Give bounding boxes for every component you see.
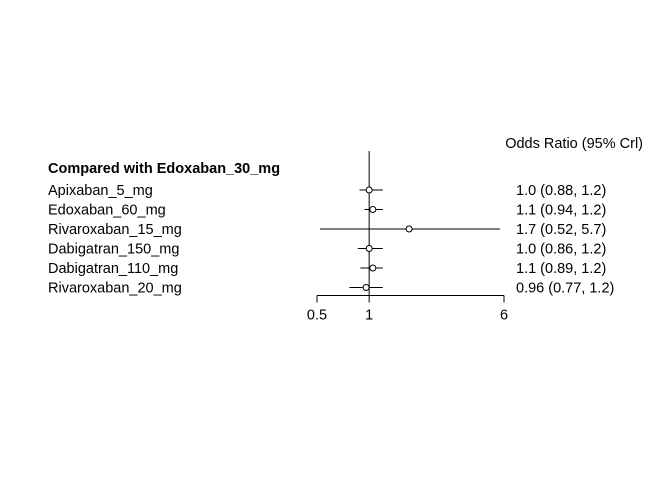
row-estimate-text: 1.7 (0.52, 5.7) (516, 222, 606, 238)
row-estimate-text: 1.0 (0.86, 1.2) (516, 242, 606, 258)
point-estimate (369, 264, 377, 272)
row-label: Dabigatran_110_mg (48, 261, 178, 277)
point-estimate (405, 225, 413, 233)
point-estimate (362, 284, 370, 291)
x-tick-label: 1 (365, 308, 373, 324)
point-estimate (369, 206, 377, 213)
row-label: Apixaban_5_mg (48, 183, 153, 199)
column-header: Odds Ratio (95% Crl) (505, 136, 643, 152)
row-label: Rivaroxaban_15_mg (48, 222, 182, 238)
row-estimate-text: 0.96 (0.77, 1.2) (516, 281, 614, 297)
row-estimate-text: 1.1 (0.89, 1.2) (516, 261, 606, 277)
row-label: Dabigatran_150_mg (48, 242, 179, 258)
point-estimate (365, 245, 373, 252)
x-tick-label: 6 (500, 308, 508, 324)
x-tick-label: 0.5 (307, 308, 327, 324)
x-axis: 0.5 1 6 (307, 295, 508, 324)
row-estimate-text: 1.1 (0.94, 1.2) (516, 203, 606, 219)
row-label: Edoxaban_60_mg (48, 203, 166, 219)
row-label: Rivaroxaban_20_mg (48, 281, 182, 297)
forest-rows: Apixaban_5_mg 1.0 (0.88, 1.2) Edoxaban_60_… (48, 183, 614, 297)
group-title: Compared with Edoxaban_30_mg (48, 161, 280, 177)
row-estimate-text: 1.0 (0.88, 1.2) (516, 183, 606, 199)
point-estimate (365, 186, 373, 194)
